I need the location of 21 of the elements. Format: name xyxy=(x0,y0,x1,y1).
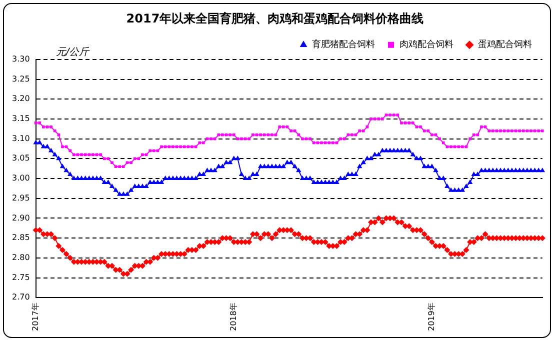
y-tick-label: 3.05 xyxy=(12,154,30,163)
y-tick-label: 2.80 xyxy=(12,253,30,262)
y-tick-label: 3.30 xyxy=(12,54,30,64)
y-tick-label: 3.00 xyxy=(12,174,30,183)
y-axis-title: 元/公斤 xyxy=(56,46,90,58)
chart-title: 2017年以来全国育肥猪、肉鸡和蛋鸡配合饲料价格曲线 xyxy=(126,11,424,26)
y-tick-label: 2.90 xyxy=(12,213,30,222)
x-tick-label: 2018年 xyxy=(228,302,238,331)
y-tick-label: 3.25 xyxy=(12,74,30,84)
y-tick-label: 2.70 xyxy=(12,292,30,302)
x-tick-label: 2019年 xyxy=(427,302,436,331)
y-tick-label: 3.15 xyxy=(12,114,30,124)
legend-label: 蛋鸡配合饲料 xyxy=(478,39,532,50)
y-tick-label: 2.75 xyxy=(12,272,30,282)
y-tick-label: 2.95 xyxy=(12,193,30,202)
legend-label: 育肥猪配合饲料 xyxy=(312,39,375,50)
y-tick-label: 3.20 xyxy=(12,94,30,104)
x-tick-label: 2017年 xyxy=(30,302,40,331)
y-tick-label: 3.10 xyxy=(12,134,30,143)
legend-label: 肉鸡配合饲料 xyxy=(400,39,454,50)
y-tick-label: 2.85 xyxy=(12,233,30,242)
